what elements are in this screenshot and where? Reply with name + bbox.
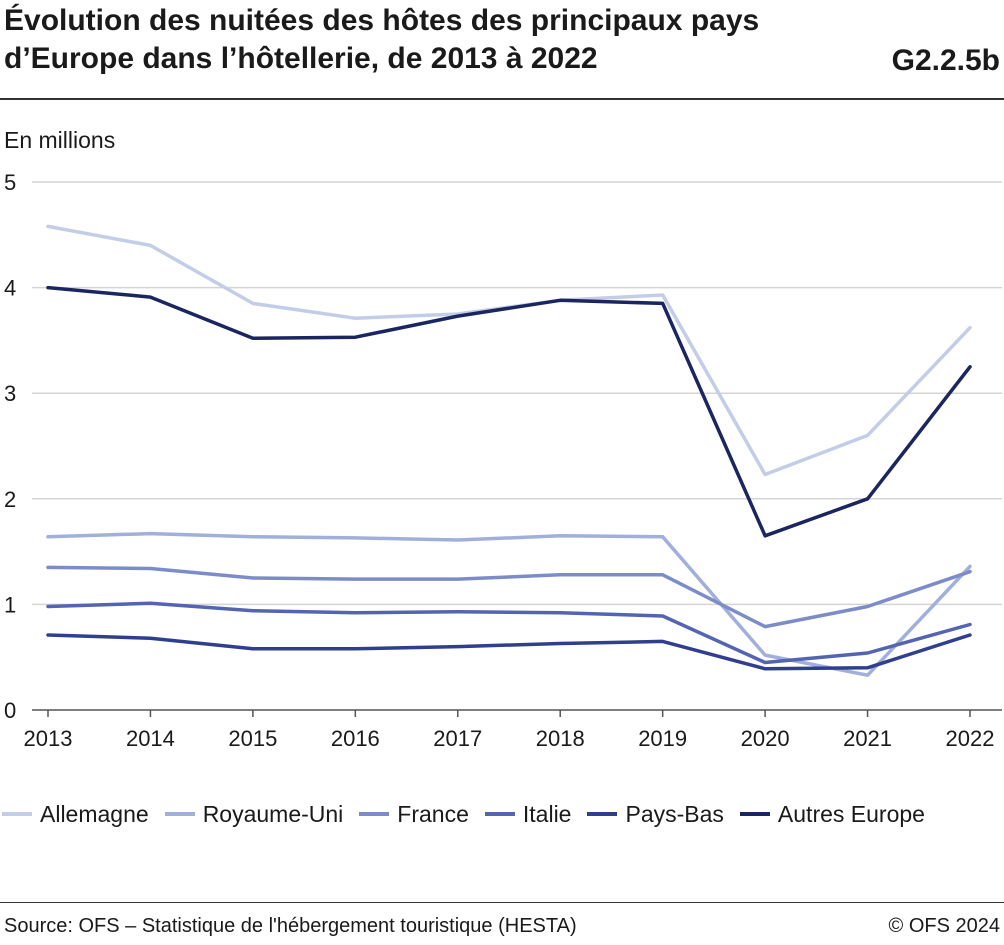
chart-title-line-1: Évolution des nuitées des hôtes des prin… — [4, 4, 760, 37]
y-tick-label: 1 — [4, 592, 16, 617]
series-line-france — [46, 565, 972, 629]
y-axis-ticks: 0 1 2 3 4 5 — [4, 170, 16, 723]
legend-label: Royaume-Uni — [202, 801, 344, 827]
series-line-royaume-uni — [46, 531, 972, 677]
legend-item: Pays-Bas — [585, 798, 724, 830]
y-tick-label: 2 — [4, 487, 16, 512]
legend-swatch — [2, 812, 32, 816]
x-tick-label: 2017 — [433, 726, 482, 751]
legend-item: France — [357, 798, 469, 830]
chart-id: G2.2.5b — [891, 44, 1000, 77]
x-tick-label: 2016 — [331, 726, 380, 751]
y-tick-label: 5 — [4, 170, 16, 195]
series-lines — [46, 224, 972, 677]
footer-divider — [0, 902, 1004, 903]
legend-swatch — [359, 812, 390, 816]
legend-item: Allemagne — [0, 798, 149, 830]
legend-swatch — [587, 812, 618, 816]
chart-title-line-2: d’Europe dans l’hôtellerie, de 2013 à 20… — [4, 42, 598, 75]
x-tick-label: 2022 — [946, 726, 995, 751]
legend-item: Autres Europe — [738, 798, 925, 830]
copyright: © OFS 2024 — [888, 915, 1000, 937]
series-line-pays-bas — [46, 633, 972, 671]
y-tick-label: 0 — [4, 698, 16, 723]
x-tick-label: 2015 — [228, 726, 277, 751]
legend-swatch — [164, 812, 195, 816]
chart-title: Évolution des nuitées des hôtes des prin… — [4, 2, 854, 78]
legend-swatch — [484, 812, 515, 816]
legend-item: Royaume-Uni — [163, 798, 344, 830]
series-line-autres-europe — [46, 285, 972, 538]
y-tick-label: 4 — [4, 276, 16, 301]
x-tick-label: 2020 — [741, 726, 790, 751]
legend-label: France — [397, 801, 469, 827]
header-divider — [0, 98, 1004, 100]
legend-label: Italie — [522, 801, 572, 827]
x-tick-label: 2019 — [638, 726, 687, 751]
legend-item: Italie — [483, 798, 572, 830]
source-note: Source: OFS – Statistique de l'hébergeme… — [4, 915, 577, 937]
series-line-italie — [46, 601, 972, 665]
legend-label: Pays-Bas — [625, 801, 724, 827]
grid-lines — [32, 181, 1002, 711]
x-tick-label: 2018 — [536, 726, 585, 751]
y-tick-label: 3 — [4, 381, 16, 406]
legend-label: Allemagne — [40, 801, 149, 827]
x-tick-label: 2013 — [24, 726, 73, 751]
series-line-allemagne — [46, 224, 972, 477]
x-tick-label: 2021 — [843, 726, 892, 751]
legend-label: Autres Europe — [777, 801, 925, 827]
y-axis-label: En millions — [4, 127, 115, 153]
x-tick-label: 2014 — [126, 726, 175, 751]
legend: Allemagne Royaume-Uni France Italie Pays-Bas… — [0, 792, 1000, 830]
legend-swatch — [739, 812, 770, 816]
x-axis-ticks: 2013 2014 2015 2016 2017 2018 2019 2020 2021 2022 — [24, 710, 995, 751]
